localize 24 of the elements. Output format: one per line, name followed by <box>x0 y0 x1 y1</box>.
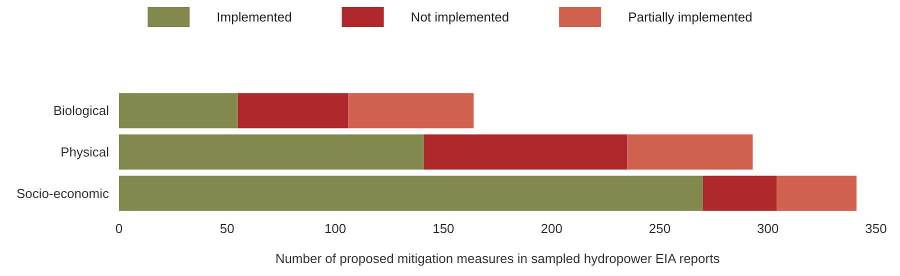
bar <box>627 134 753 170</box>
x-tick-label: 250 <box>648 221 671 236</box>
y-tick-label: Socio-economic <box>16 186 110 201</box>
x-tick-label: 0 <box>115 221 123 236</box>
legend-label: Partially implemented <box>628 10 752 24</box>
x-tick-label: 350 <box>865 221 887 236</box>
bar <box>119 93 238 128</box>
x-tick-label: 50 <box>220 221 234 236</box>
x-axis-title: Number of proposed mitigation measures in sampled hydropower EIA reports <box>275 251 720 266</box>
bar <box>348 93 474 128</box>
x-tick-label: 300 <box>757 221 779 236</box>
bar <box>238 93 348 128</box>
legend-label: Not implemented <box>410 10 510 24</box>
bar <box>424 134 628 170</box>
y-tick-label: Physical <box>60 144 110 160</box>
x-tick-label: 200 <box>540 221 562 236</box>
bar <box>776 176 857 211</box>
x-tick-label: 150 <box>432 221 454 236</box>
y-tick-label: Biological <box>53 103 110 118</box>
legend-label: Implemented <box>216 10 292 24</box>
bar <box>119 176 703 211</box>
bar <box>119 134 424 170</box>
x-tick-label: 100 <box>324 221 346 236</box>
bar <box>702 176 777 211</box>
